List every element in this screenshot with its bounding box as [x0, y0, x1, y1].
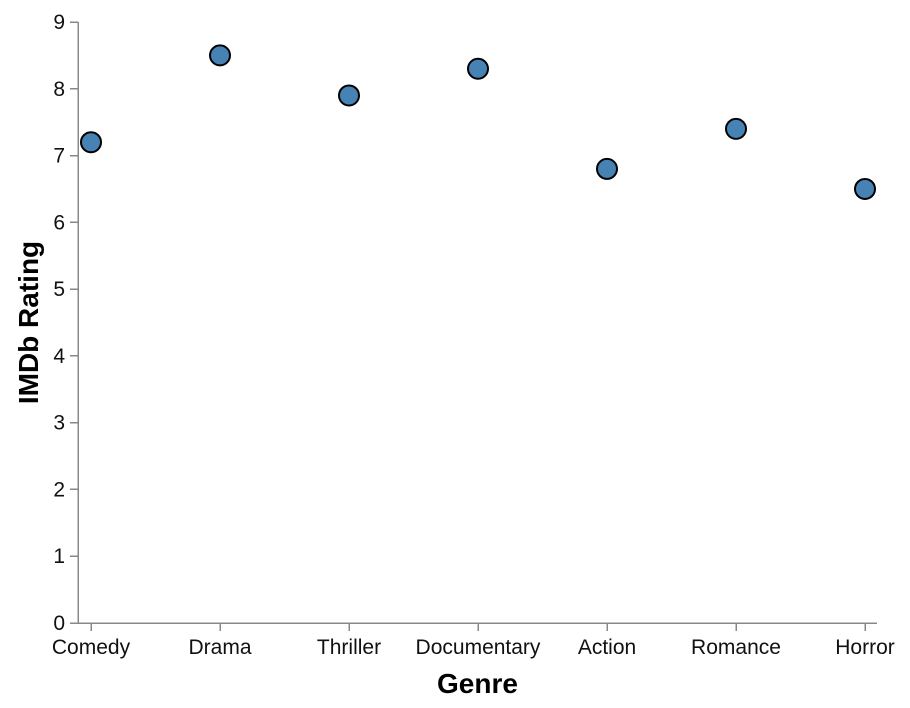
data-point — [80, 131, 102, 154]
data-point — [209, 44, 231, 67]
y-tick-label: 9 — [53, 11, 65, 34]
x-tick-label: Comedy — [52, 636, 131, 659]
x-axis: Comedy Drama Thriller Documentary Action Roma… — [52, 622, 895, 659]
y-tick-label: 3 — [53, 412, 65, 435]
data-point — [467, 57, 489, 80]
y-tick-label: 4 — [53, 345, 65, 368]
x-tick-label: Documentary — [416, 636, 541, 659]
x-tick-label: Drama — [188, 636, 251, 659]
data-point — [725, 117, 747, 140]
y-tick-label: 2 — [53, 478, 65, 501]
y-axis: 0 1 2 3 4 5 6 7 8 9 — [53, 11, 79, 635]
data-point — [338, 84, 360, 107]
x-tick-label: Horror — [835, 636, 895, 659]
y-tick-label: 6 — [53, 211, 65, 234]
data-point — [854, 177, 876, 200]
x-tick-label: Action — [578, 636, 636, 659]
data-points — [80, 44, 876, 200]
y-tick-label: 1 — [53, 545, 65, 568]
y-tick-label: 0 — [53, 612, 65, 635]
y-tick-label: 8 — [53, 78, 65, 101]
x-axis-title: Genre — [437, 668, 518, 699]
x-tick-label: Romance — [691, 636, 781, 659]
y-axis-title: IMDb Rating — [13, 241, 44, 404]
data-point — [596, 157, 618, 180]
x-tick-label: Thriller — [317, 636, 381, 659]
y-tick-label: 7 — [53, 145, 65, 168]
y-tick-label: 5 — [53, 278, 65, 301]
